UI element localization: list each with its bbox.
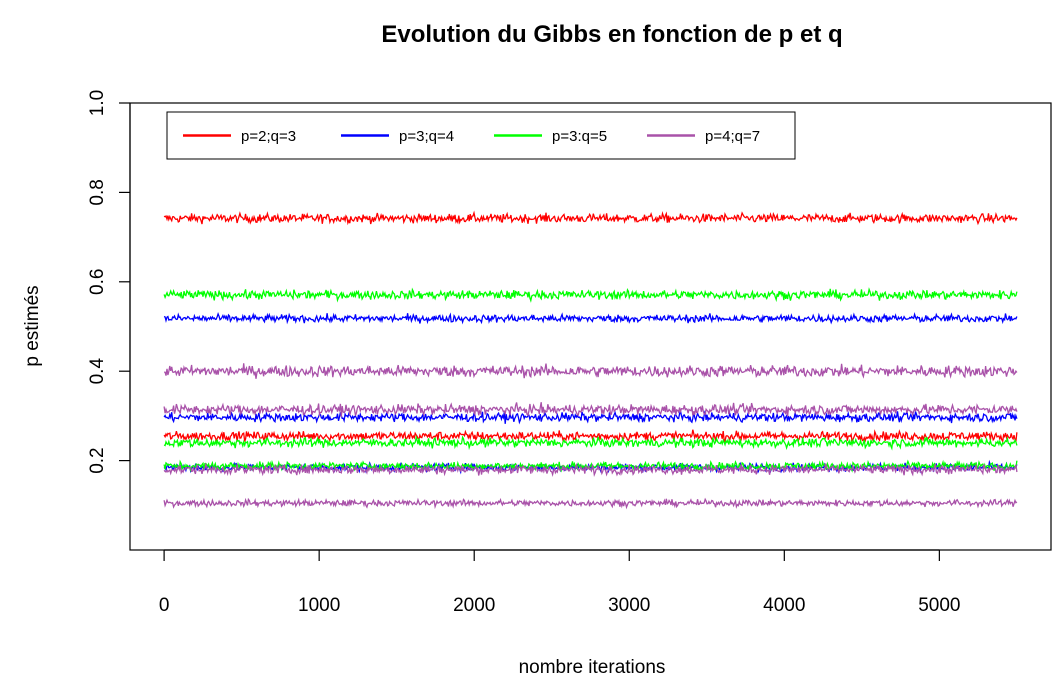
y-axis: 0.2 0.4 0.6 0.8 1.0 bbox=[87, 90, 131, 474]
series-2-trace-0 bbox=[163, 287, 1018, 303]
series-3-trace-1 bbox=[163, 402, 1018, 418]
x-tick-label: 4000 bbox=[763, 595, 805, 616]
x-tick-label: 0 bbox=[159, 595, 170, 616]
series-1-trace-1 bbox=[163, 408, 1018, 425]
legend-label-2: p=3:q=5 bbox=[552, 128, 607, 145]
series-0-trace-0 bbox=[163, 210, 1018, 226]
series-3-trace-3 bbox=[163, 497, 1018, 510]
x-axis-label: nombre iterations bbox=[519, 657, 666, 678]
y-tick-label: 0.2 bbox=[87, 447, 108, 473]
x-tick-label: 3000 bbox=[608, 595, 650, 616]
legend-label-0: p=2;q=3 bbox=[241, 128, 296, 145]
plot-frame bbox=[129, 102, 1052, 551]
series-1-trace-0 bbox=[163, 311, 1018, 325]
series-3-trace-2 bbox=[163, 462, 1018, 477]
series-0-trace-1 bbox=[163, 429, 1018, 444]
y-axis-label: p estimés bbox=[22, 285, 43, 366]
series-layer bbox=[163, 210, 1018, 510]
x-tick-label: 5000 bbox=[918, 595, 960, 616]
x-tick-label: 1000 bbox=[298, 595, 340, 616]
series-2-trace-1 bbox=[163, 434, 1018, 451]
x-axis: 0 1000 2000 3000 4000 5000 bbox=[159, 549, 961, 616]
y-tick-label: 1.0 bbox=[87, 90, 108, 116]
y-tick-label: 0.6 bbox=[87, 269, 108, 295]
series-3-trace-0 bbox=[164, 363, 1018, 379]
chart-title: Evolution du Gibbs en fonction de p et q bbox=[381, 21, 842, 48]
legend-label-1: p=3;q=4 bbox=[399, 128, 454, 145]
legend-label-3: p=4;q=7 bbox=[705, 128, 760, 145]
y-tick-label: 0.4 bbox=[87, 358, 108, 385]
x-tick-label: 2000 bbox=[453, 595, 495, 616]
legend: p=2;q=3 p=3;q=4 p=3:q=5 p=4;q=7 bbox=[166, 111, 796, 160]
y-tick-label: 0.8 bbox=[87, 179, 108, 205]
